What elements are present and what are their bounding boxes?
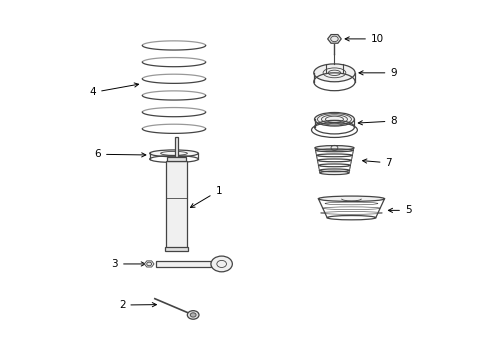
Ellipse shape <box>149 150 198 157</box>
Bar <box>156 261 210 267</box>
Bar <box>174 137 178 157</box>
Text: 6: 6 <box>94 149 145 159</box>
Ellipse shape <box>318 196 384 202</box>
Text: 7: 7 <box>362 158 391 168</box>
Text: 9: 9 <box>358 68 396 78</box>
Ellipse shape <box>314 112 354 126</box>
Text: 4: 4 <box>89 83 138 98</box>
Ellipse shape <box>314 145 353 150</box>
Text: 5: 5 <box>387 205 411 215</box>
Text: 2: 2 <box>119 300 156 310</box>
Circle shape <box>190 313 196 317</box>
Text: 1: 1 <box>190 186 222 207</box>
Text: 3: 3 <box>111 259 145 269</box>
Circle shape <box>187 311 199 319</box>
Bar <box>165 161 187 248</box>
Bar <box>164 247 188 251</box>
Circle shape <box>210 256 232 272</box>
Bar <box>166 157 185 161</box>
Text: 8: 8 <box>358 116 396 126</box>
Ellipse shape <box>313 64 354 82</box>
Text: 10: 10 <box>345 34 383 44</box>
